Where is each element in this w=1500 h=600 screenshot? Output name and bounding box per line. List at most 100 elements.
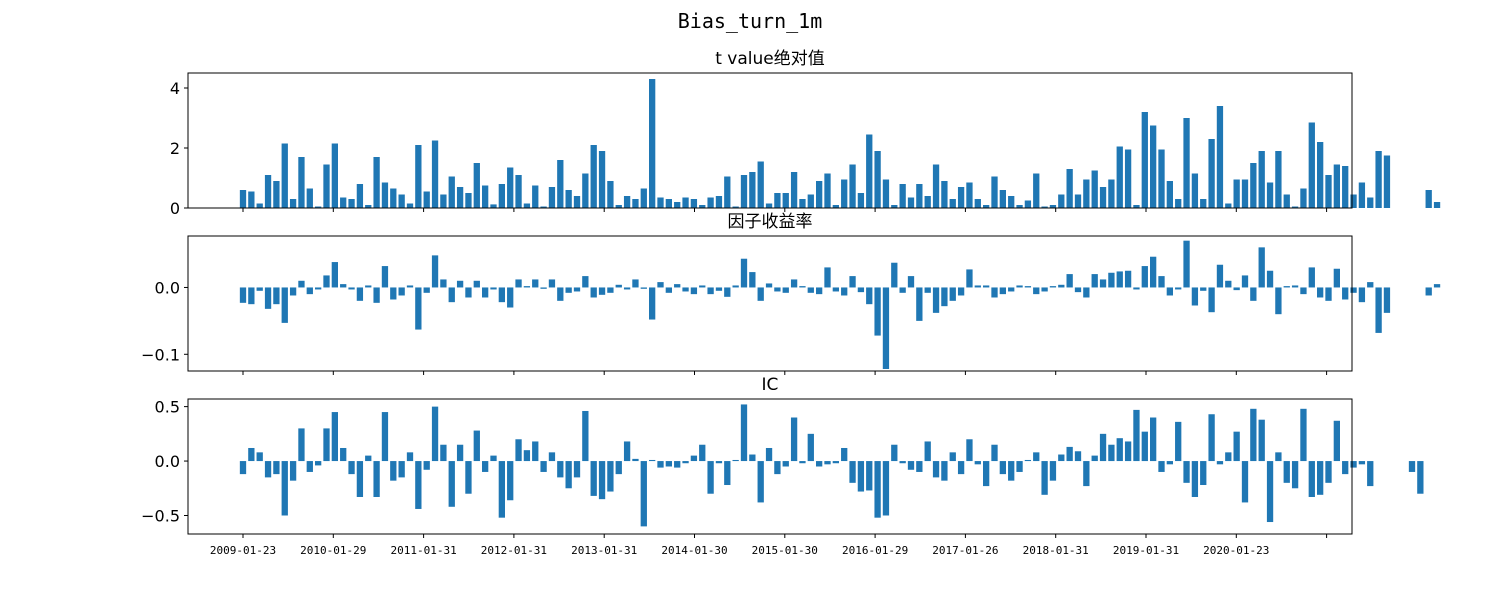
bar: [816, 287, 823, 295]
bar: [532, 185, 539, 208]
bar: [557, 287, 564, 301]
bar: [849, 276, 856, 288]
bar: [1016, 285, 1023, 288]
bar: [264, 287, 272, 309]
bar: [715, 287, 723, 291]
bar: [465, 193, 472, 208]
bar: [657, 461, 664, 468]
bar: [348, 461, 355, 475]
bar: [423, 287, 430, 293]
bar: [615, 205, 622, 208]
bar: [323, 164, 330, 208]
bar: [1091, 455, 1098, 462]
panel-title: t value绝对值: [715, 49, 825, 69]
bar: [632, 199, 639, 208]
bar: [999, 461, 1006, 475]
x-tick-label: 2014-01-30: [661, 544, 727, 557]
bar: [832, 461, 839, 464]
bar: [874, 151, 881, 208]
y-tick-label: −0.5: [141, 506, 180, 525]
bar: [398, 461, 405, 478]
x-tick-label: 2012-01-31: [481, 544, 547, 557]
y-tick-label: 0.0: [155, 278, 180, 297]
bar: [440, 194, 447, 208]
bar: [348, 287, 355, 290]
bar: [849, 461, 856, 483]
bar: [690, 455, 698, 462]
x-tick-label: 2015-01-30: [752, 544, 818, 557]
bar: [356, 461, 364, 497]
bar: [323, 275, 330, 288]
bar: [1325, 287, 1332, 301]
bar: [849, 164, 856, 208]
x-tick-label: 2020-01-23: [1203, 544, 1269, 557]
bar: [298, 280, 305, 288]
bar: [406, 452, 414, 462]
bar: [1066, 274, 1073, 288]
bar: [1325, 461, 1332, 483]
bar: [431, 406, 439, 462]
bar: [957, 287, 965, 296]
bar: [298, 157, 305, 208]
bar: [882, 179, 890, 208]
bar: [306, 287, 313, 295]
bar: [707, 197, 714, 208]
bar: [456, 187, 464, 208]
bar: [1066, 446, 1073, 462]
bar: [1116, 146, 1123, 208]
bar: [615, 284, 622, 288]
bar: [590, 145, 597, 208]
bar: [1417, 461, 1424, 494]
bar: [448, 461, 455, 507]
bar: [1383, 155, 1391, 208]
panel-title: 因子收益率: [728, 212, 813, 232]
bar: [807, 194, 814, 208]
bar: [832, 287, 839, 292]
bar: [907, 197, 915, 208]
bar: [1425, 190, 1432, 208]
bar: [515, 279, 522, 288]
bar: [941, 461, 948, 481]
bar: [1216, 461, 1224, 465]
bar: [807, 433, 814, 462]
bar: [448, 287, 455, 303]
bar: [1350, 287, 1357, 293]
bar: [507, 167, 514, 208]
x-tick-label: 2011-01-31: [390, 544, 456, 557]
bar: [1258, 247, 1265, 288]
bar: [1041, 287, 1048, 292]
bar: [649, 287, 656, 320]
bar: [1333, 164, 1340, 208]
bar: [1175, 287, 1182, 290]
bar: [289, 199, 297, 208]
bar: [573, 287, 581, 292]
bar: [1016, 461, 1023, 472]
bar: [782, 461, 789, 467]
bar: [1250, 163, 1257, 208]
bar: [1358, 461, 1366, 465]
x-tick-label: 2013-01-31: [571, 544, 637, 557]
bar: [390, 461, 397, 481]
bar: [932, 461, 940, 478]
bar: [473, 163, 480, 208]
bar: [340, 447, 347, 462]
bar: [1058, 284, 1065, 288]
bar: [1241, 179, 1249, 208]
x-tick-label: 2019-01-31: [1113, 544, 1179, 557]
bar: [615, 461, 622, 475]
plot-frame: [187, 235, 1353, 372]
bar: [657, 282, 664, 288]
bar: [1342, 461, 1349, 475]
bar: [248, 191, 255, 208]
bar: [456, 280, 464, 288]
bar: [790, 279, 798, 288]
bar: [799, 461, 806, 464]
bar: [373, 287, 380, 303]
bar: [340, 284, 347, 288]
bar: [924, 441, 931, 462]
bar: [765, 203, 773, 208]
bar: [557, 461, 564, 478]
bar: [1291, 206, 1299, 208]
bar: [365, 285, 372, 288]
bar: [1283, 286, 1290, 288]
